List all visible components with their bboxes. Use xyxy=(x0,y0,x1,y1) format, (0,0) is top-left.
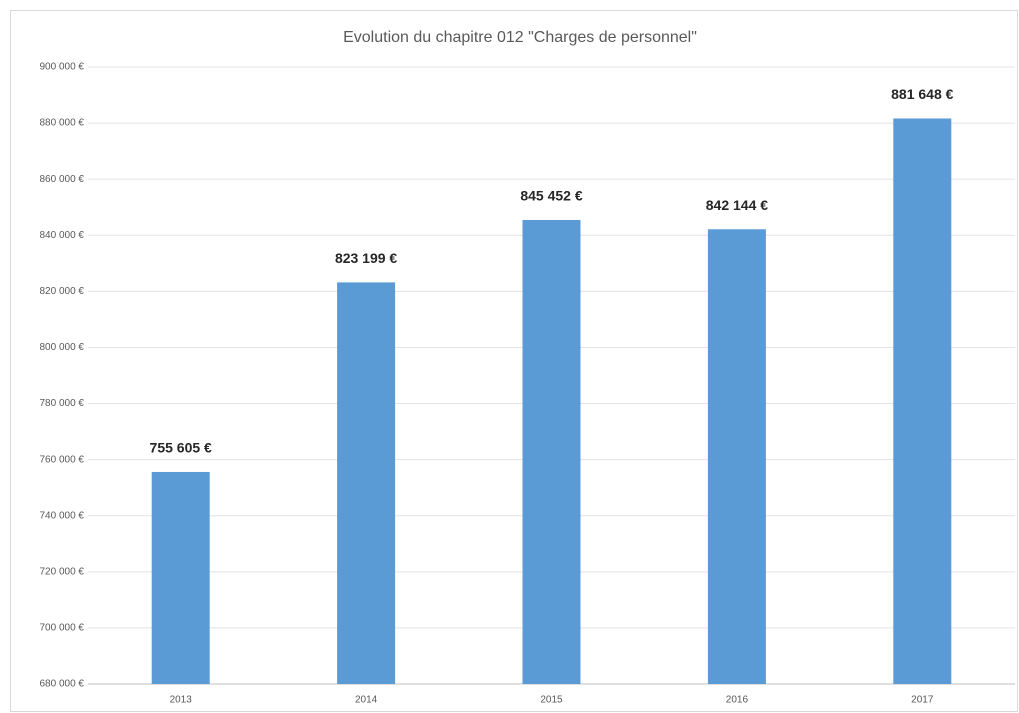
y-tick-label: 900 000 € xyxy=(40,62,85,73)
x-tick-label: 2016 xyxy=(726,695,749,706)
y-tick-label: 780 000 € xyxy=(40,398,85,409)
bar xyxy=(151,471,210,684)
y-tick-label: 800 000 € xyxy=(40,342,85,353)
y-tick-label: 880 000 € xyxy=(40,118,85,129)
chart-title: Evolution du chapitre 012 "Charges de pe… xyxy=(343,29,697,46)
x-tick-label: 2017 xyxy=(911,695,934,706)
x-tick-label: 2013 xyxy=(170,695,193,706)
y-tick-label: 700 000 € xyxy=(40,623,85,634)
y-tick-label: 680 000 € xyxy=(40,679,85,690)
value-label: 881 648 € xyxy=(891,86,953,102)
y-tick-label: 840 000 € xyxy=(40,230,85,241)
bar xyxy=(522,219,581,684)
x-tick-label: 2014 xyxy=(355,695,378,706)
value-label: 755 605 € xyxy=(150,440,212,456)
value-label: 823 199 € xyxy=(335,250,397,266)
y-tick-label: 860 000 € xyxy=(40,174,85,185)
x-tick-label: 2015 xyxy=(540,695,563,706)
y-tick-label: 720 000 € xyxy=(40,566,85,577)
bar xyxy=(893,118,952,685)
y-tick-label: 760 000 € xyxy=(40,454,85,465)
y-tick-label: 820 000 € xyxy=(40,286,85,297)
value-label: 845 452 € xyxy=(520,188,582,204)
y-tick-label: 740 000 € xyxy=(40,510,85,521)
value-label: 842 144 € xyxy=(706,197,768,213)
bar xyxy=(337,282,396,684)
bar xyxy=(707,229,766,685)
